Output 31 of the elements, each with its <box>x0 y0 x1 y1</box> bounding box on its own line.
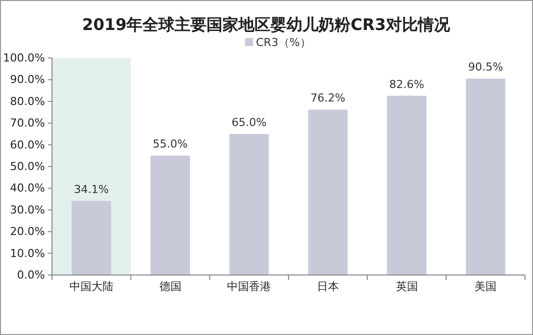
data-label: 90.5% <box>468 60 504 74</box>
y-tick-label: 30.0% <box>10 203 45 216</box>
bar <box>387 96 426 275</box>
data-label: 76.2% <box>310 92 346 105</box>
y-tick-label: 20.0% <box>10 225 45 238</box>
y-tick-label: 0.0% <box>17 268 45 282</box>
bar <box>150 156 190 275</box>
data-label: 34.1% <box>74 183 109 196</box>
bar <box>72 201 112 275</box>
y-tick-label: 100.0% <box>3 52 45 65</box>
bar <box>308 110 348 275</box>
chart-title: 2019年全球主要国家地区婴幼儿奶粉CR3对比情况 <box>82 15 451 34</box>
x-tick-label: 日本 <box>316 280 339 294</box>
y-tick-label: 40.0% <box>10 182 45 195</box>
x-tick-label: 美国 <box>474 280 497 294</box>
y-tick-label: 10.0% <box>10 246 45 260</box>
x-tick-label: 中国大陆 <box>69 280 114 294</box>
x-tick-label: 英国 <box>396 280 418 294</box>
y-tick-label: 60.0% <box>10 138 45 152</box>
y-tick-label: 80.0% <box>10 94 45 108</box>
y-tick-label: 50.0% <box>10 160 45 174</box>
bar <box>229 134 269 275</box>
data-label: 82.6% <box>389 78 424 91</box>
data-label: 65.0% <box>232 116 267 129</box>
x-tick-label: 德国 <box>159 280 182 294</box>
data-label: 55.0% <box>152 138 188 151</box>
legend-label: CR3（%） <box>256 36 311 49</box>
x-tick-label: 中国香港 <box>227 280 272 294</box>
y-tick-label: 90.0% <box>10 73 45 86</box>
bar <box>466 78 506 275</box>
y-tick-label: 70.0% <box>10 116 45 130</box>
